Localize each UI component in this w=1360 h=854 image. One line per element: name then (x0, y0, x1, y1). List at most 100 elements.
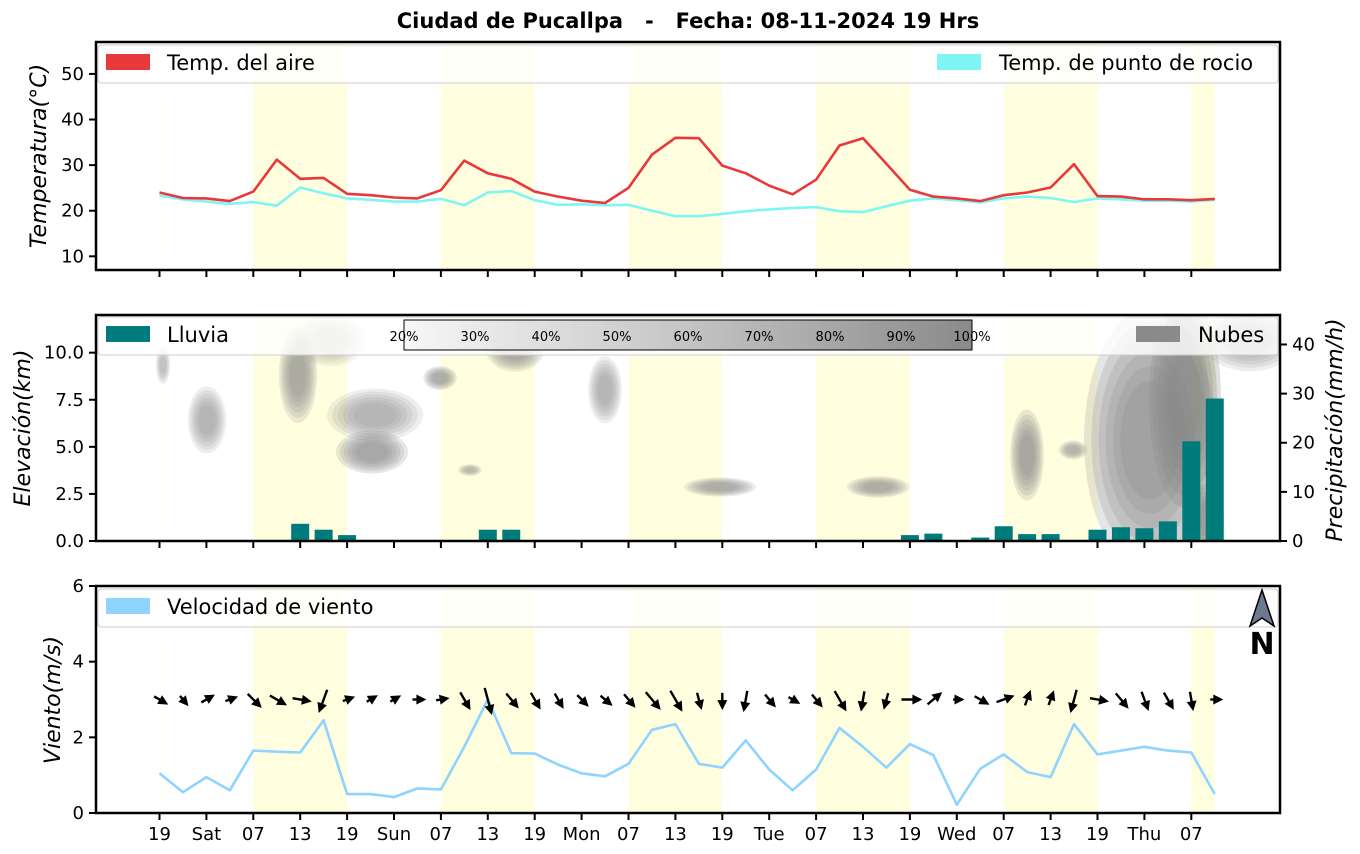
cloud-cover-contour (1066, 445, 1080, 455)
cloud-cover-contour (857, 479, 899, 495)
wind-arrow-head (157, 695, 169, 705)
cloud-cover-contour (1012, 414, 1042, 496)
wind-direction-arrow (483, 687, 495, 715)
rain-bar (1182, 441, 1201, 541)
wind-direction-arrow (178, 695, 189, 707)
cloud-cover-contour (588, 356, 622, 424)
cloud-cover-contour (1105, 351, 1195, 529)
rain-bar (338, 535, 357, 541)
rain-bar (1158, 521, 1177, 541)
wind-direction-arrow (1114, 692, 1129, 709)
wind-direction-arrow (669, 690, 683, 712)
cloud-cover-contour (846, 476, 910, 498)
wind-direction-arrow (1186, 691, 1197, 712)
y-tick-label: 7.5 (55, 390, 84, 411)
wind-direction-arrow (764, 693, 776, 708)
wind-direction-arrow (1210, 694, 1224, 705)
rain-bar (314, 529, 333, 541)
wind-direction-arrow (389, 695, 402, 705)
cloud-cover-contour (1019, 434, 1035, 476)
wind-arrow-head (857, 700, 868, 712)
cloud-cover-contour (196, 401, 218, 439)
wind-legend: Velocidad de viento (97, 588, 1279, 628)
wind-arrow-head (1213, 694, 1224, 705)
x-tick-label: Wed (937, 824, 976, 845)
legend-label-dew-point: Temp. de punto de rocio (998, 51, 1253, 75)
x-tick-label: 19 (898, 824, 921, 845)
legend-swatch-wind-speed (106, 598, 150, 614)
cloud-cover-contour (458, 464, 482, 476)
daylight-band (159, 315, 161, 541)
daylight-band (159, 42, 161, 270)
wind-arrow-head (461, 698, 471, 711)
x-tick-label: 13 (289, 824, 312, 845)
wind-arrow-head (881, 698, 892, 710)
rain-bar (1111, 527, 1130, 541)
cloud-cover-contour (860, 480, 896, 494)
cloud-cover-contour (428, 369, 452, 387)
rain-bar (1205, 398, 1224, 541)
cloud-cover-contour (593, 367, 617, 413)
wind-direction-arrow (1089, 694, 1109, 705)
wind-direction-arrow (1162, 692, 1174, 710)
cloud-cover-contour (1113, 366, 1187, 514)
cloud-cover-contour (464, 467, 476, 473)
cloud-cover-contour (1010, 409, 1044, 501)
cloud-cover-contour (426, 368, 454, 388)
wind-direction-arrow (153, 695, 169, 705)
temperature-panel: 10 20 30 40 50 Temperatura(°C) Temp. del air… (27, 40, 1282, 277)
cloud-cover-contour (187, 386, 227, 454)
wind-direction-arrow (553, 692, 564, 709)
cloud-cover-contour (347, 437, 397, 467)
cloud-cover-contour (1015, 424, 1039, 486)
colorbar-label: 50% (603, 330, 632, 345)
cloud-cover-contour (342, 397, 408, 433)
wind-direction-arrow (1022, 689, 1032, 706)
cloud-cover-contour (432, 372, 448, 384)
wind-direction-arrow (857, 691, 868, 712)
cloud-cover-contour (1061, 442, 1085, 458)
air-temp-line (159, 136, 1215, 205)
wind-arrow-head (601, 695, 613, 706)
cloud-cover-contour (1060, 441, 1086, 459)
rain-bar (1041, 534, 1060, 541)
colorbar-label: 20% (390, 330, 419, 345)
y-tick-label: 30 (61, 155, 84, 176)
y-tick-label: 20 (1292, 433, 1315, 454)
y-tick-label: 40 (1292, 334, 1315, 355)
cloud-cover-contour (463, 466, 477, 474)
dew-point-line (159, 186, 1215, 218)
wind-arrow-head (765, 696, 776, 708)
cloud-cover-contour (703, 482, 737, 492)
x-tick-label: 19 (1086, 824, 1109, 845)
wind-direction-arrow (342, 695, 356, 705)
wind-direction-arrow (200, 694, 215, 704)
cloud-cover-contour (158, 354, 168, 376)
wind-arrow-head (1022, 689, 1032, 701)
wind-direction-arrow (901, 694, 923, 705)
clouds-rain-panel: 0.0 2.5 5.0 7.5 10.0 0 10 20 30 40 Elevación(km)… (11, 313, 1348, 552)
x-tick-label: 19 (336, 824, 359, 845)
colorbar-label: 60% (674, 330, 703, 345)
wind-direction-arrow (224, 695, 239, 705)
wind-direction-arrow (1045, 690, 1056, 706)
rain-bar (478, 529, 497, 541)
legend-label-clouds: Nubes (1198, 323, 1264, 347)
cloud-cover-contour (289, 353, 307, 397)
wind-direction-arrow (833, 690, 847, 712)
wind-arrow-head (301, 694, 312, 705)
cloud-cover-contour (1152, 315, 1218, 497)
cloud-cover-contour (194, 397, 220, 443)
cloud-cover-contour (1160, 327, 1210, 473)
wind-direction-arrow (269, 694, 287, 706)
wind-arrow-head (178, 695, 189, 707)
wind-arrow-head (717, 700, 728, 711)
wind-arrow-head (531, 698, 541, 710)
wind-direction-arrow (246, 693, 262, 708)
cloud-cover-contour (1013, 419, 1041, 491)
x-tick-label: 13 (476, 824, 499, 845)
wind-arrow-head (912, 694, 923, 705)
wind-direction-arrow (505, 692, 519, 709)
wind-arrow-head (344, 695, 356, 705)
